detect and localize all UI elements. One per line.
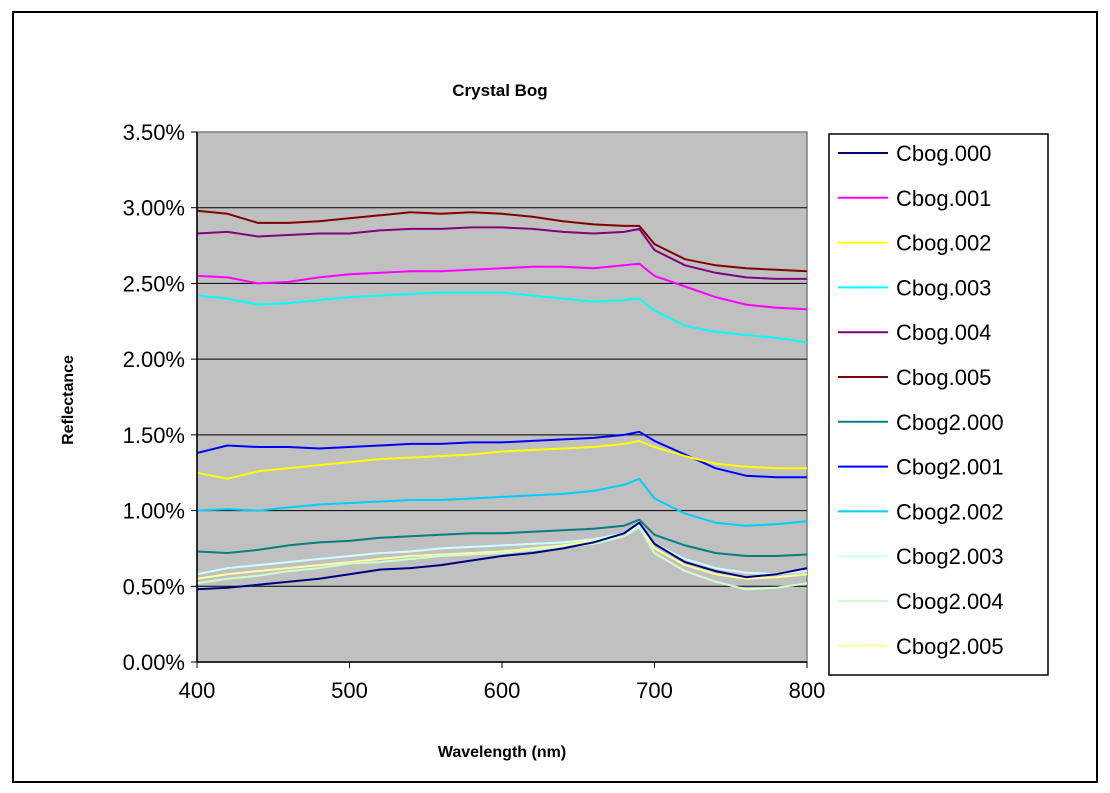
- series-line-cbog2-002: [196, 477, 808, 527]
- grid-layer: [197, 207, 807, 587]
- plot-area: [196, 131, 808, 663]
- series-layer: [196, 209, 808, 591]
- legend-label: Cbog2.002: [896, 499, 1004, 524]
- series-line-cbog-005: [196, 209, 808, 273]
- x-tick-label: 500: [331, 678, 368, 703]
- series-line-cbog-000: [196, 521, 808, 591]
- series-line-cbog-003: [196, 291, 808, 344]
- x-tick-label: 800: [789, 678, 826, 703]
- legend-label: Cbog.003: [896, 275, 991, 300]
- legend-label: Cbog2.004: [896, 589, 1004, 614]
- series-line-cbog2-003: [196, 524, 808, 576]
- series-line-cbog2-001: [196, 430, 807, 479]
- x-axis-label: Wavelength (nm): [438, 744, 566, 761]
- y-axis-label: Reflectance: [60, 355, 77, 445]
- series-line-cbog-001: [196, 262, 808, 311]
- series-line-cbog2-000: [196, 518, 808, 557]
- x-tick-label: 400: [179, 678, 216, 703]
- x-tick-label: 700: [636, 678, 673, 703]
- axis-layer: 0.00% 0.50% 1.00% 1.50% 2.00% 2.50% 3.00% 3.50%…: [123, 120, 826, 703]
- chart-title: Crystal Bog: [452, 81, 547, 100]
- y-tick-label: 3.50%: [123, 120, 185, 145]
- y-tick-label: 3.00%: [123, 196, 185, 221]
- legend-label: Cbog.000: [896, 141, 991, 166]
- y-tick-label: 0.50%: [123, 574, 185, 599]
- y-tick-label: 1.00%: [123, 499, 185, 524]
- legend-label: Cbog2.003: [896, 544, 1004, 569]
- series-line-cbog2-005: [196, 523, 808, 580]
- legend-label: Cbog2.000: [896, 410, 1004, 435]
- series-line-cbog-002: [196, 439, 807, 480]
- legend-label: Cbog.004: [896, 320, 991, 345]
- legend: Cbog.000 Cbog.001 Cbog.002 Cbog.003 Cbog.004…: [838, 141, 1004, 659]
- y-tick-label: 2.50%: [123, 271, 185, 296]
- legend-label: Cbog.001: [896, 186, 991, 211]
- legend-label: Cbog.002: [896, 231, 991, 256]
- series-line-cbog-004: [196, 226, 807, 280]
- y-tick-label: 2.00%: [123, 347, 185, 372]
- legend-label: Cbog2.001: [896, 455, 1004, 480]
- series-line-cbog2-004: [196, 526, 808, 591]
- legend-box: [828, 133, 1049, 676]
- y-tick-label: 0.00%: [123, 650, 185, 675]
- x-tick-label: 600: [484, 678, 521, 703]
- legend-label: Cbog2.005: [896, 634, 1004, 659]
- legend-label: Cbog.005: [896, 365, 991, 390]
- y-tick-label: 1.50%: [123, 423, 185, 448]
